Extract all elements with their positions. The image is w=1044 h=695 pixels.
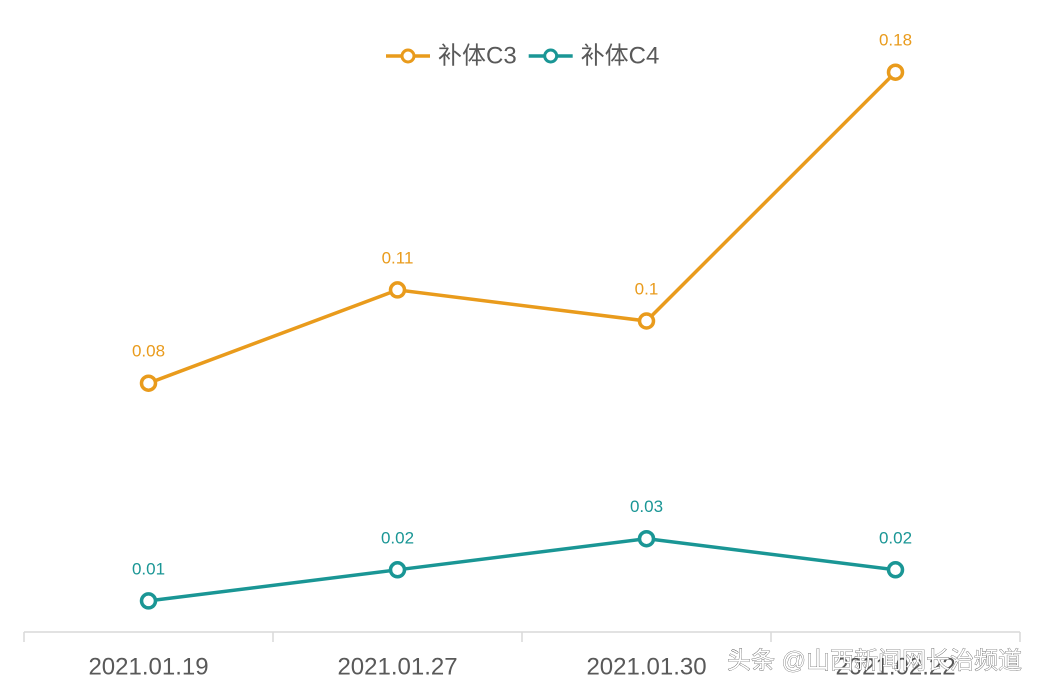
legend-label: 补体C3 <box>438 42 517 69</box>
series-line <box>148 536 896 603</box>
point <box>637 529 656 548</box>
data-label: 0.02 <box>879 528 912 547</box>
point <box>388 561 407 579</box>
legend-marker <box>543 48 559 64</box>
data-label: 0.11 <box>382 248 414 267</box>
legend-marker <box>400 48 416 64</box>
point <box>139 592 158 610</box>
watermark: 头条 @山西新闻网长治频道 <box>727 647 1022 674</box>
legend: 补体C3 补体C4 <box>386 42 659 69</box>
data-label: 0.02 <box>381 528 414 547</box>
legend-label: 补体C4 <box>581 42 660 69</box>
data-label: 0.18 <box>879 31 912 50</box>
point <box>886 63 905 81</box>
point <box>637 312 656 330</box>
data-label: 0.03 <box>630 497 663 516</box>
x-tick-label: 2021.01.30 <box>586 653 706 680</box>
x-tick-label: 2021.02.22 <box>835 653 955 680</box>
point <box>139 374 158 392</box>
x-tick-label: 2021.01.19 <box>88 653 208 680</box>
point <box>388 281 407 299</box>
data-label: 0.01 <box>132 559 165 578</box>
series-line <box>147 70 897 385</box>
point <box>886 561 905 579</box>
data-label: 0.08 <box>132 342 165 361</box>
data-label: 0.1 <box>635 279 659 298</box>
x-tick-label: 2021.01.27 <box>337 653 457 680</box>
